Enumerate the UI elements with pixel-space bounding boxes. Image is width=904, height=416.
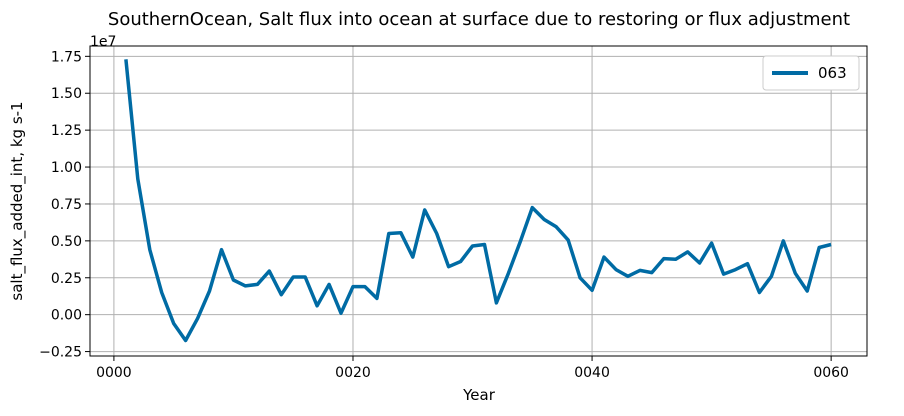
chart-title: SouthernOcean, Salt flux into ocean at s…	[108, 9, 850, 30]
x-axis: 0000 0020 0040 0060	[96, 356, 849, 381]
y-tick-label: 1.25	[51, 123, 82, 139]
y-tick-label: 0.25	[51, 271, 82, 287]
x-axis-label: Year	[462, 386, 496, 404]
y-tick-label: 0.50	[51, 234, 82, 250]
grid	[90, 46, 867, 356]
series-line-063	[124, 59, 832, 343]
x-tick-label: 0040	[574, 365, 610, 381]
y-tick-label: 1.00	[51, 160, 82, 176]
x-tick-label: 0060	[813, 365, 849, 381]
legend-box	[762, 55, 860, 91]
y-axis: −0.25 0.00 0.25 0.50 0.75 1.00 1.25 1.50 1.75	[39, 49, 90, 361]
y-tick-label: 0.00	[51, 308, 82, 324]
y-tick-label: 0.75	[51, 197, 82, 213]
series-group	[124, 59, 832, 343]
y-tick-label: 1.50	[51, 86, 82, 102]
y-tick-label: −0.25	[39, 345, 82, 361]
legend: 063	[762, 55, 860, 91]
plot-frame	[89, 45, 868, 357]
y-tick-label: 1.75	[51, 49, 82, 65]
legend-label-063: 063	[818, 64, 847, 82]
x-tick-label: 0020	[335, 365, 371, 381]
x-tick-label: 0000	[96, 365, 132, 381]
y-axis-label: salt_flux_added_int, kg s-1	[8, 101, 27, 300]
y-offset-label: 1e7	[90, 34, 116, 50]
